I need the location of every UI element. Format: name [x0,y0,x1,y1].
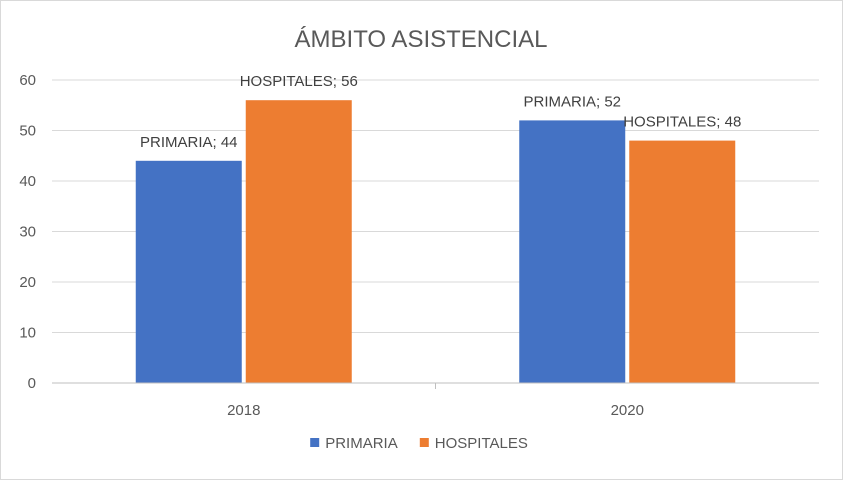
y-tick-label: 30 [19,224,36,241]
legend-label: PRIMARIA [325,435,398,452]
legend-swatch [310,438,320,447]
data-label: HOSPITALES; 48 [623,114,741,131]
chart-title: ÁMBITO ASISTENCIAL [295,26,548,53]
bar-primaria-2018 [135,160,242,383]
y-tick-label: 20 [19,274,36,291]
y-tick-label: 0 [28,375,36,392]
legend-swatch [419,438,429,447]
x-tick-label: 2018 [227,402,260,419]
bar-hospitales-2018 [245,100,352,383]
x-tick-label: 2020 [611,402,644,419]
data-label: HOSPITALES; 56 [240,73,358,90]
x-axis: 2018 2020 [52,382,819,419]
y-tick-label: 10 [19,325,36,342]
data-label: PRIMARIA; 44 [140,134,238,151]
legend: PRIMARIA HOSPITALES [310,435,528,452]
y-tick-label: 60 [19,72,36,89]
data-labels: PRIMARIA; 44 HOSPITALES; 56 PRIMARIA; 52HO… [140,73,741,151]
bars [135,100,736,384]
y-tick-label: 50 [19,123,36,140]
data-label: PRIMARIA; 52 [523,93,621,110]
y-tick-label: 40 [19,173,36,190]
bar-hospitales-2020 [629,140,736,383]
y-axis: 0 10 20 30 40 50 60 [19,72,36,392]
bar-primaria-2020 [519,120,626,384]
legend-label: HOSPITALES [435,435,528,452]
